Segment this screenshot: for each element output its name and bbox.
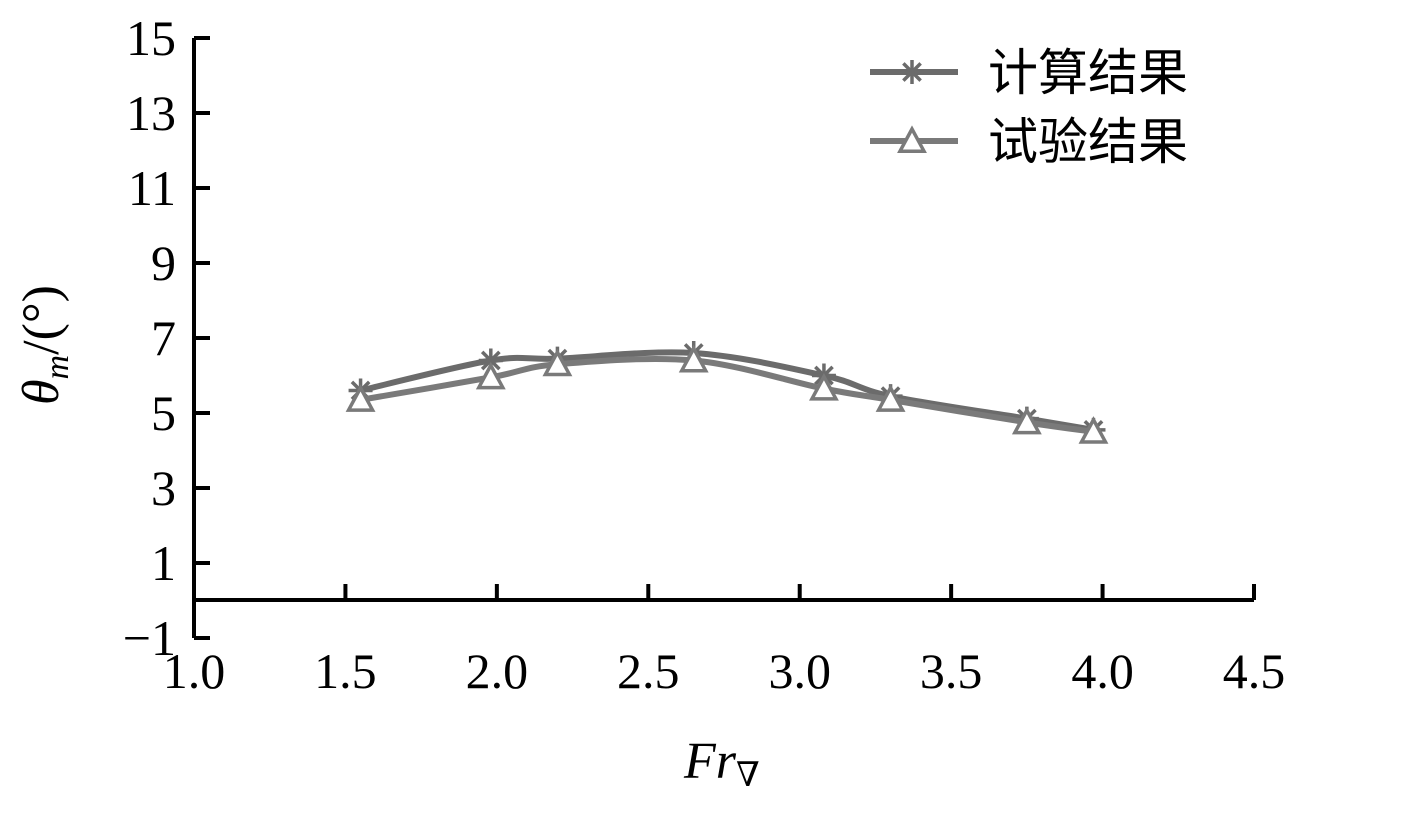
y-axis-label: θm/(°) bbox=[13, 285, 76, 405]
x-axis-label-main: Fr bbox=[683, 733, 737, 790]
y-tick-label: −1 bbox=[123, 610, 176, 666]
legend-label: 计算结果 bbox=[988, 44, 1188, 102]
x-ticks: 1.0 1.5 2.0 2.5 3.0 3.5 4.0 4.5 bbox=[163, 584, 1286, 699]
legend-item: 试验结果 bbox=[870, 113, 1188, 171]
series-1 bbox=[348, 341, 1106, 442]
series-2 bbox=[345, 344, 1109, 444]
y-tick-label: 5 bbox=[151, 385, 176, 441]
y-tick-label: 7 bbox=[151, 310, 176, 366]
y-tick-label: 15 bbox=[126, 10, 176, 66]
y-tick-label: 3 bbox=[151, 460, 176, 516]
legend-label: 试验结果 bbox=[988, 113, 1188, 171]
x-tick-label: 2.5 bbox=[617, 643, 680, 699]
y-tick-label: 9 bbox=[151, 235, 176, 291]
x-tick-label: 1.5 bbox=[314, 643, 377, 699]
x-tick-label: 3.5 bbox=[920, 643, 983, 699]
x-tick-label: 2.0 bbox=[466, 643, 529, 699]
data-point bbox=[809, 372, 839, 401]
y-tick-label: 1 bbox=[151, 535, 176, 591]
data-point bbox=[478, 348, 503, 373]
data-point bbox=[1011, 406, 1042, 435]
y-ticks: 15 13 11 9 7 5 3 1 −1 bbox=[123, 10, 210, 666]
legend-marker bbox=[897, 125, 927, 153]
y-tick-label: 11 bbox=[128, 160, 176, 216]
x-tick-label: 3.0 bbox=[768, 643, 831, 699]
legend-marker bbox=[900, 60, 924, 84]
y-axis-label-subscript: m bbox=[39, 355, 76, 380]
y-axis-label-unit: /(°) bbox=[13, 285, 70, 355]
x-axis-label-subscript: ∇ bbox=[736, 757, 760, 794]
x-tick-label: 1.0 bbox=[163, 643, 226, 699]
x-tick-label: 4.0 bbox=[1071, 643, 1134, 699]
series-layer bbox=[345, 341, 1109, 444]
x-tick-label: 4.5 bbox=[1223, 643, 1286, 699]
x-axis-label: Fr∇ bbox=[683, 733, 760, 794]
data-point bbox=[1078, 416, 1109, 444]
series-line bbox=[360, 355, 1094, 435]
data-point bbox=[875, 384, 906, 412]
y-tick-label: 13 bbox=[126, 85, 176, 141]
data-point bbox=[678, 344, 709, 373]
data-point bbox=[345, 384, 376, 412]
data-point bbox=[475, 361, 506, 390]
legend-item: 计算结果 bbox=[870, 44, 1188, 102]
data-point bbox=[542, 348, 573, 377]
y-axis-label-main: θ bbox=[13, 379, 70, 405]
